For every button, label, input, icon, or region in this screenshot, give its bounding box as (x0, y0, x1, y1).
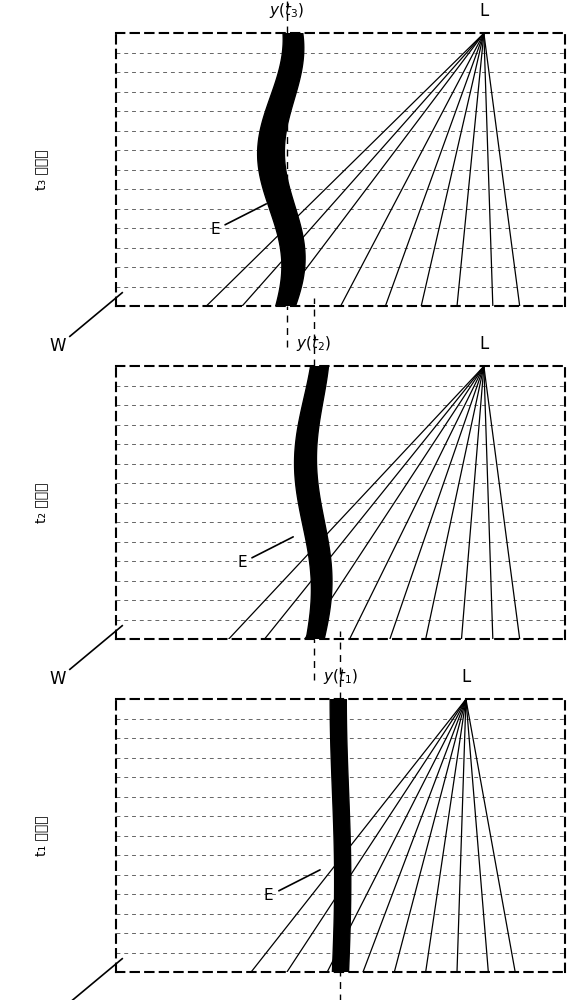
Text: t₃ 处的帧: t₃ 处的帧 (34, 150, 48, 190)
Text: L: L (462, 668, 471, 686)
Text: L: L (479, 2, 488, 20)
Text: E: E (264, 870, 320, 903)
Text: t₂ 处的帧: t₂ 处的帧 (34, 483, 48, 523)
Text: W: W (50, 670, 66, 688)
Text: t₁ 处的帧: t₁ 处的帧 (34, 816, 48, 856)
Polygon shape (294, 366, 332, 639)
Text: L: L (479, 335, 488, 353)
Text: E: E (237, 537, 293, 570)
Text: $y(t_3)$: $y(t_3)$ (269, 1, 304, 20)
Polygon shape (258, 33, 305, 306)
Text: $y(t_1)$: $y(t_1)$ (323, 667, 358, 686)
Text: $y(t_2)$: $y(t_2)$ (296, 334, 331, 353)
Polygon shape (330, 699, 351, 972)
Text: W: W (50, 337, 66, 355)
Text: E: E (210, 204, 267, 237)
